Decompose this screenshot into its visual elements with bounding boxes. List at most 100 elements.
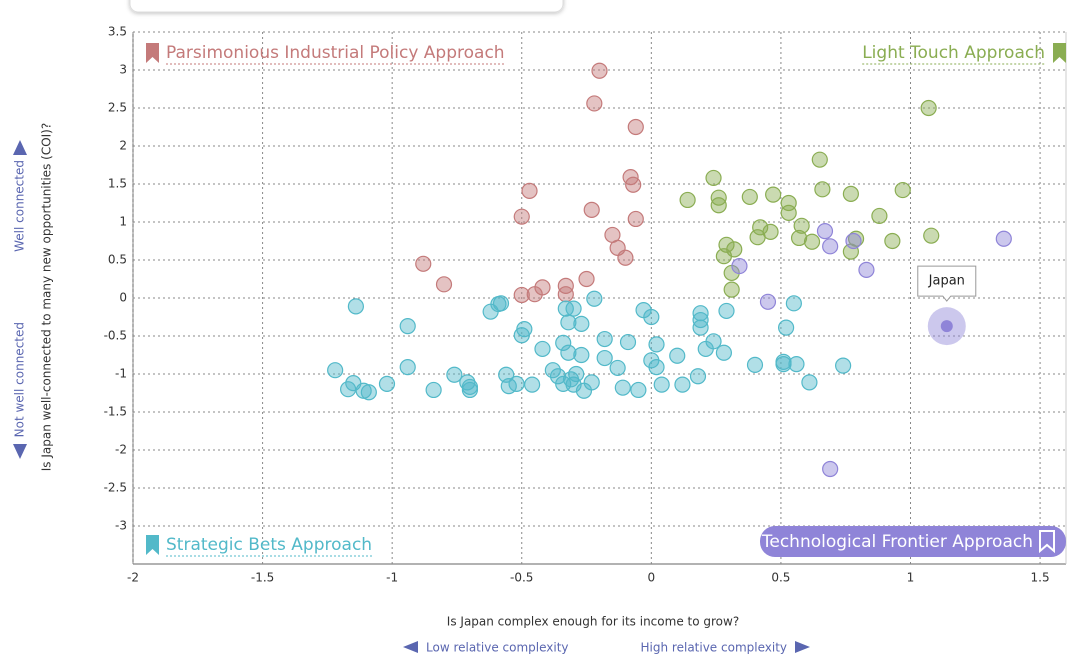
x-tick-label: -0.5	[510, 571, 533, 585]
y-tick-label: 2.5	[108, 101, 127, 115]
point	[614, 379, 631, 396]
x-axis-label: Is Japan complex enough for its income t…	[447, 615, 739, 629]
point	[793, 217, 810, 234]
y-tick-label: -2.5	[104, 481, 127, 495]
point	[822, 238, 839, 255]
point	[746, 356, 764, 373]
x-tick-label: 0	[648, 571, 656, 585]
point	[692, 319, 709, 336]
y-axis-label: Is Japan well-connected to many new oppo…	[40, 123, 54, 471]
x-tick-label: 1.5	[1031, 571, 1050, 585]
point	[731, 257, 748, 275]
point	[718, 302, 735, 320]
legend-label: Parsimonious Industrial Policy Approach	[166, 43, 505, 63]
point	[822, 460, 839, 478]
point	[492, 295, 510, 312]
point	[596, 349, 613, 367]
point	[347, 298, 364, 315]
y-high-label: Well connected	[13, 160, 27, 252]
point	[513, 327, 530, 344]
point	[578, 270, 595, 288]
arrow-left	[403, 641, 418, 653]
x-low-label: Low relative complexity	[426, 641, 569, 655]
y-tick-label: 1	[119, 215, 127, 229]
arrow-down	[13, 444, 27, 459]
bookmark-icon	[146, 43, 159, 63]
point	[586, 290, 603, 307]
point	[360, 384, 377, 401]
x-tick-label: 0.5	[771, 571, 790, 585]
point	[630, 381, 647, 399]
point	[814, 181, 831, 198]
point	[461, 381, 479, 399]
point	[586, 95, 603, 112]
point	[508, 375, 525, 392]
y-tick-label: 1.5	[108, 177, 127, 191]
point	[845, 232, 862, 250]
point	[617, 249, 634, 266]
y-tick-label: -1.5	[104, 405, 127, 419]
point	[583, 374, 600, 391]
point	[801, 374, 818, 391]
point	[788, 356, 805, 373]
point	[521, 182, 538, 199]
point	[790, 229, 808, 247]
bookmark-icon	[1039, 530, 1055, 554]
point	[777, 319, 795, 336]
x-tick-label: -2	[127, 571, 139, 585]
point	[723, 281, 740, 298]
y-tick-label: 2	[119, 139, 127, 153]
point	[803, 233, 821, 250]
point	[674, 376, 691, 393]
point	[689, 368, 707, 385]
point	[627, 210, 644, 228]
point	[835, 357, 852, 374]
point	[871, 207, 888, 225]
arrow-up	[13, 140, 27, 155]
point	[627, 118, 644, 136]
y-tick-label: -0.5	[104, 329, 127, 343]
legend-label: Technological Frontier Approach	[761, 532, 1033, 552]
point	[752, 219, 769, 236]
y-tick-label: 0	[119, 291, 127, 305]
point	[653, 376, 670, 393]
point	[555, 334, 572, 351]
x-tick-label: -1.5	[251, 571, 274, 585]
x-tick-label: -1	[386, 571, 398, 585]
point	[619, 333, 637, 351]
point	[995, 230, 1012, 247]
point	[679, 191, 696, 209]
point	[780, 204, 797, 221]
point	[715, 248, 733, 265]
point	[858, 261, 875, 278]
y-tick-label: -3	[115, 519, 127, 533]
point	[923, 227, 940, 244]
point	[573, 315, 590, 332]
point	[596, 330, 613, 348]
point	[340, 381, 357, 398]
tooltip	[917, 265, 977, 302]
point	[715, 344, 733, 361]
point	[710, 197, 727, 214]
point	[705, 169, 722, 187]
y-tick-label: -2	[115, 443, 127, 457]
point	[583, 201, 600, 218]
point	[513, 286, 530, 304]
highlight-point	[940, 320, 953, 333]
point	[884, 232, 901, 250]
search-box[interactable]	[129, 0, 564, 13]
point	[327, 362, 344, 379]
point	[526, 286, 543, 303]
point	[557, 286, 574, 303]
x-tick-label: 1	[907, 571, 915, 585]
point	[415, 255, 432, 272]
point	[425, 381, 442, 399]
bookmark-icon	[146, 535, 159, 555]
point	[560, 344, 577, 361]
point	[513, 208, 530, 225]
point	[435, 276, 453, 293]
point	[842, 185, 859, 202]
point	[446, 366, 463, 383]
point	[759, 293, 777, 310]
